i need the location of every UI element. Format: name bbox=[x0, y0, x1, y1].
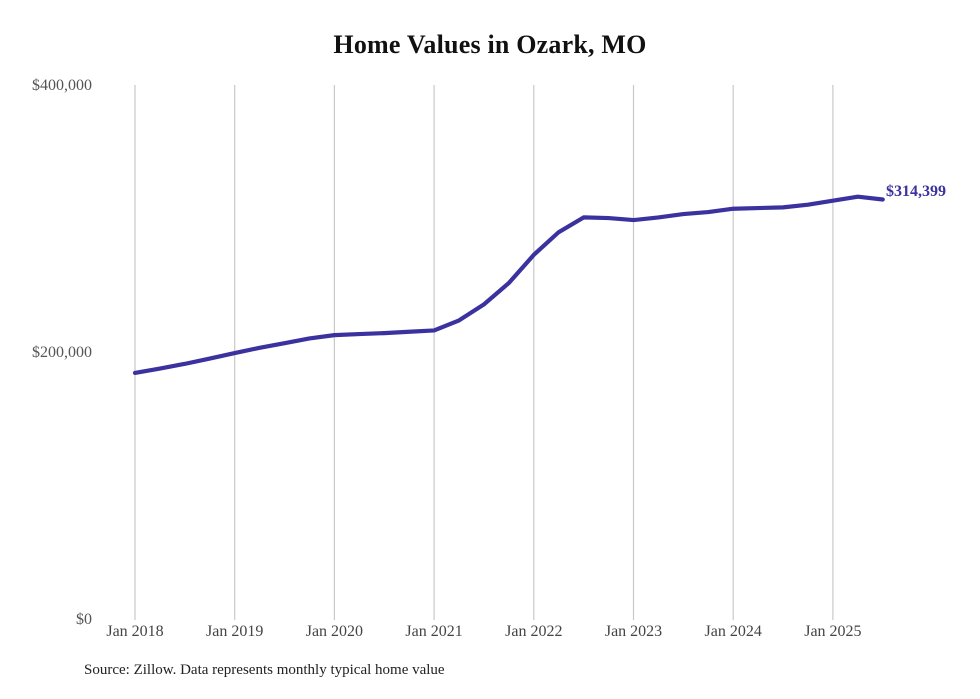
x-axis-tick-jan-2019: Jan 2019 bbox=[206, 623, 264, 640]
x-axis-tick-jan-2021: Jan 2021 bbox=[405, 623, 463, 640]
x-axis-tick-jan-2023: Jan 2023 bbox=[604, 623, 663, 640]
x-axis-tick-jan-2024: Jan 2024 bbox=[704, 623, 762, 640]
x-axis-tick-jan-2022: Jan 2022 bbox=[505, 623, 563, 640]
x-axis-tick-jan-2020: Jan 2020 bbox=[305, 623, 364, 640]
x-axis-tick-jan-2018: Jan 2018 bbox=[106, 623, 164, 640]
y-axis-tick-0: $0 bbox=[76, 611, 92, 628]
chart-title: Home Values in Ozark, MO bbox=[333, 30, 647, 59]
data-series-line bbox=[132, 194, 885, 376]
y-axis-tick-400000: $400,000 bbox=[32, 77, 92, 94]
source-note: Source: Zillow. Data represents monthly … bbox=[84, 662, 445, 678]
y-axis-tick-200000: $200,000 bbox=[32, 344, 92, 361]
x-axis-tick-jan-2025: Jan 2025 bbox=[804, 623, 862, 640]
end-value-annotation: $314,399 bbox=[886, 183, 946, 200]
